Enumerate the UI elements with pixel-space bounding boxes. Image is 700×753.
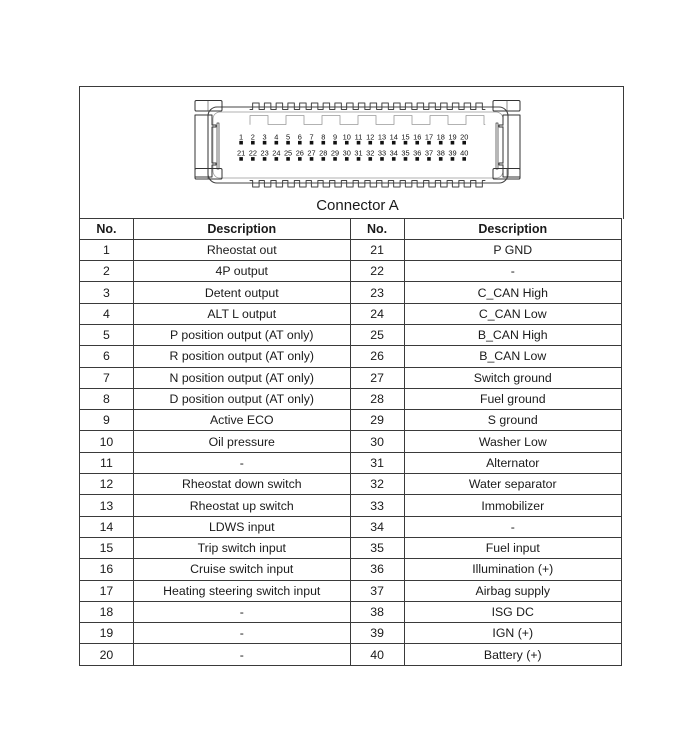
svg-text:30: 30 (343, 149, 351, 158)
svg-text:1: 1 (239, 133, 243, 142)
svg-text:18: 18 (437, 133, 445, 142)
svg-text:21: 21 (237, 149, 245, 158)
svg-text:39: 39 (448, 149, 456, 158)
svg-text:28: 28 (319, 149, 327, 158)
svg-text:13: 13 (378, 133, 386, 142)
svg-text:35: 35 (401, 149, 409, 158)
svg-text:24: 24 (272, 149, 280, 158)
svg-text:7: 7 (309, 133, 313, 142)
svg-text:31: 31 (354, 149, 362, 158)
svg-text:14: 14 (390, 133, 398, 142)
svg-text:22: 22 (249, 149, 257, 158)
svg-text:26: 26 (296, 149, 304, 158)
svg-text:38: 38 (437, 149, 445, 158)
svg-text:27: 27 (307, 149, 315, 158)
svg-text:3: 3 (263, 133, 267, 142)
svg-text:9: 9 (333, 133, 337, 142)
svg-text:37: 37 (425, 149, 433, 158)
svg-text:36: 36 (413, 149, 421, 158)
svg-text:20: 20 (460, 133, 468, 142)
svg-text:16: 16 (413, 133, 421, 142)
svg-text:2: 2 (251, 133, 255, 142)
svg-text:5: 5 (286, 133, 290, 142)
svg-text:25: 25 (284, 149, 292, 158)
svg-text:15: 15 (401, 133, 409, 142)
svg-text:23: 23 (260, 149, 268, 158)
svg-text:40: 40 (460, 149, 468, 158)
svg-text:10: 10 (343, 133, 351, 142)
svg-text:4: 4 (274, 133, 278, 142)
svg-text:11: 11 (355, 133, 363, 142)
svg-text:34: 34 (390, 149, 398, 158)
svg-text:32: 32 (366, 149, 374, 158)
svg-text:12: 12 (366, 133, 374, 142)
svg-text:29: 29 (331, 149, 339, 158)
svg-text:17: 17 (425, 133, 433, 142)
svg-text:33: 33 (378, 149, 386, 158)
svg-text:19: 19 (448, 133, 456, 142)
svg-text:8: 8 (321, 133, 325, 142)
svg-text:6: 6 (298, 133, 302, 142)
